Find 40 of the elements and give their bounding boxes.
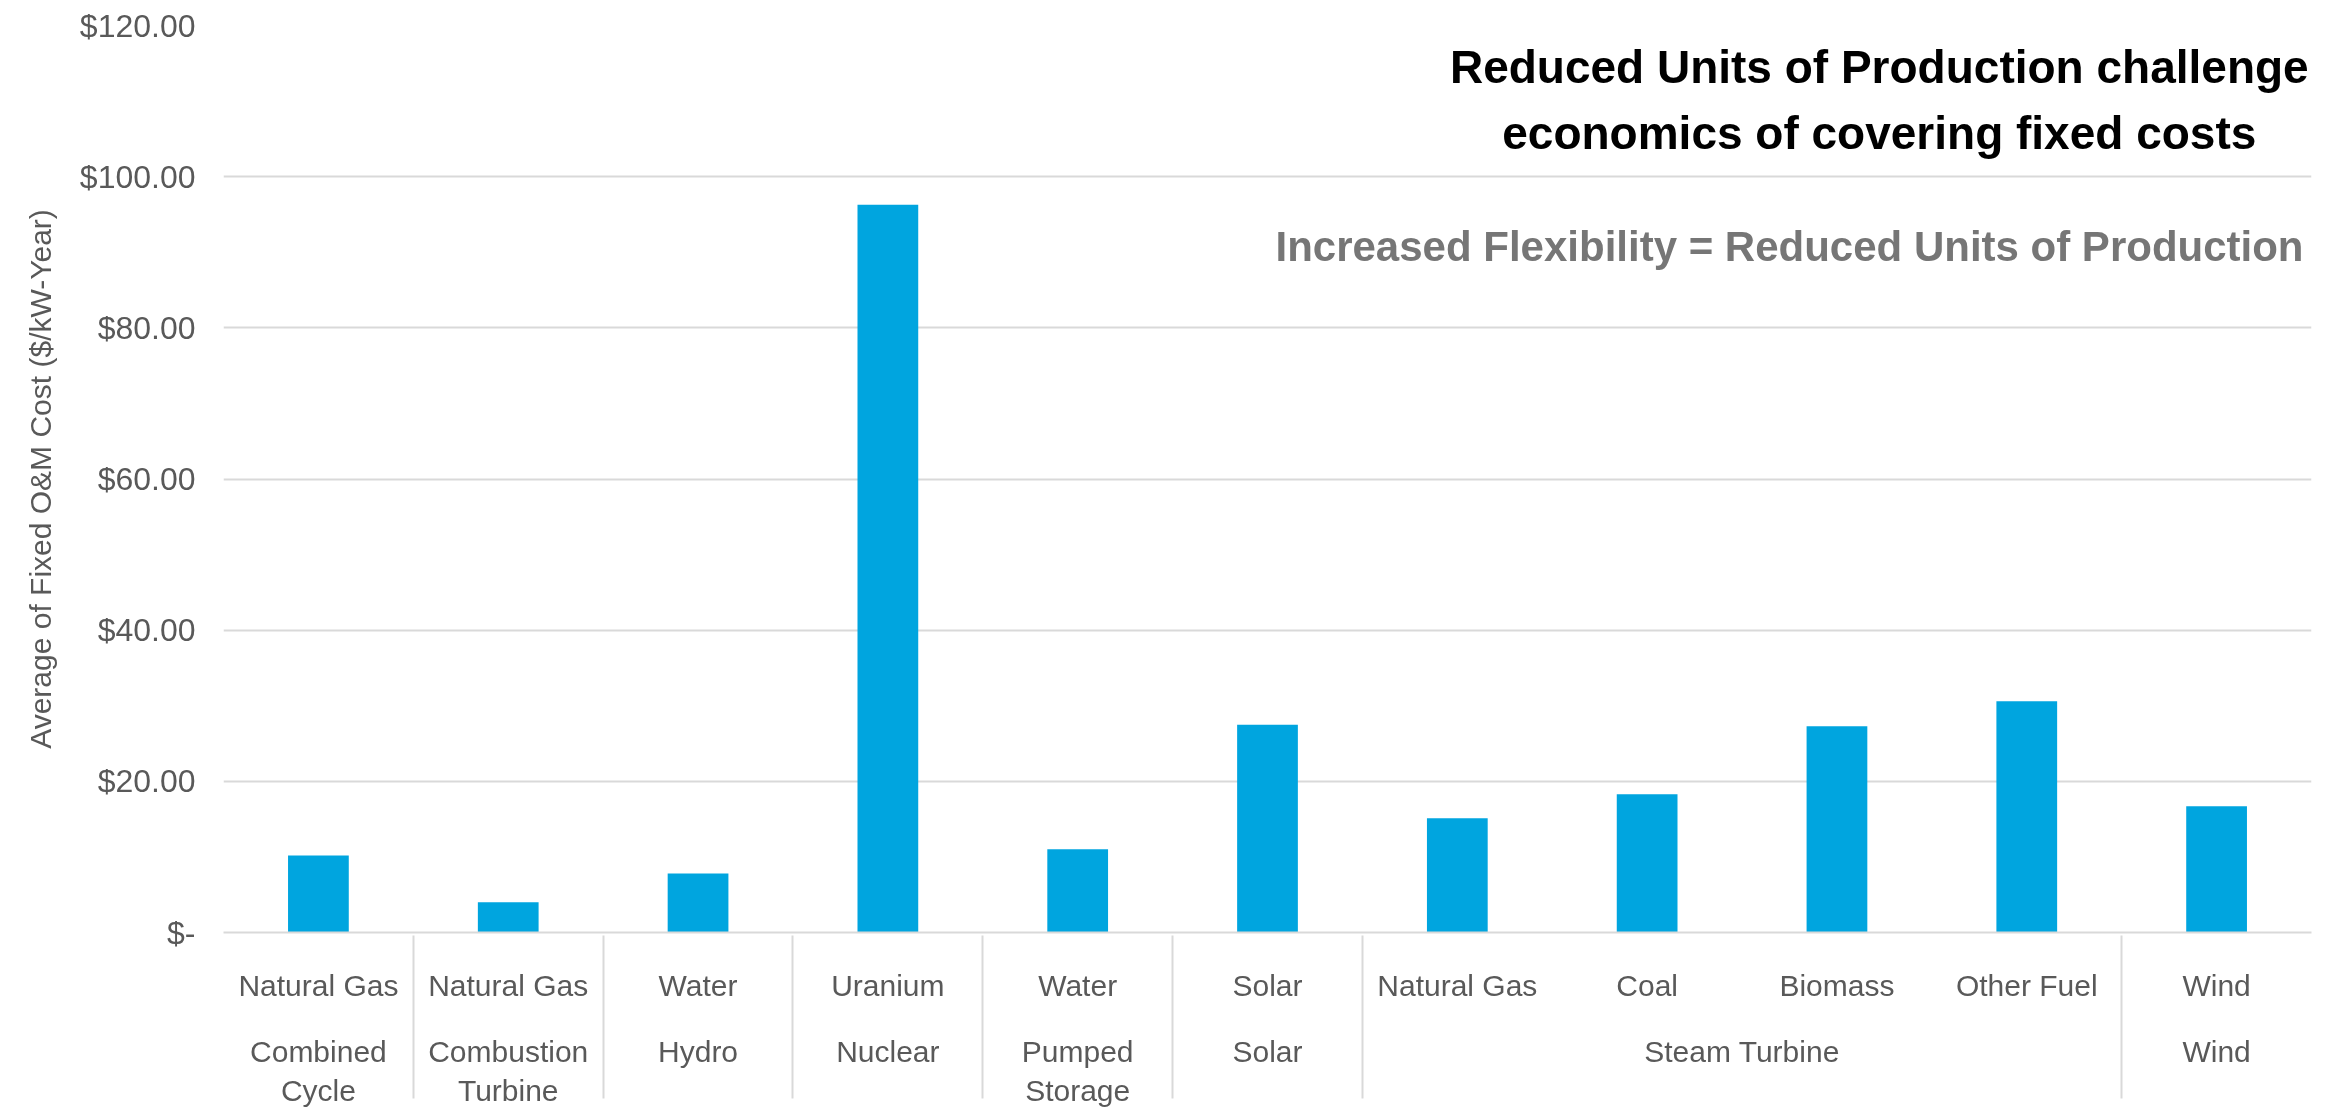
text: Increased Flexibility = Reduced Units of Production <box>1275 223 2304 271</box>
bar <box>288 855 349 933</box>
category-label: Hydro <box>658 1034 739 1068</box>
category-label: Other Fuel <box>1955 968 2098 1002</box>
y-tick-label: $20.00 <box>97 763 196 800</box>
y-tick-label: $40.00 <box>97 612 196 649</box>
category-label: Wind <box>2182 1034 2251 1068</box>
category-label: Combustion Turbine <box>428 1034 589 1108</box>
y-axis-title: Average of Fixed O&M Cost ($/kW-Year) <box>23 209 57 749</box>
category-label: Wind <box>2182 968 2251 1002</box>
bar <box>1616 794 1678 933</box>
bar <box>477 902 539 933</box>
category-label: Water <box>1038 968 1118 1002</box>
category-label: Combined Cycle <box>250 1034 387 1108</box>
category-label: Natural Gas <box>1377 968 1538 1002</box>
category-label: Solar <box>1232 968 1303 1002</box>
category-label: Natural Gas <box>238 968 399 1002</box>
category-label: Solar <box>1232 1034 1303 1068</box>
bar <box>1806 726 1868 933</box>
bar <box>857 204 919 933</box>
y-tick-label: $100.00 <box>79 158 196 195</box>
bar <box>667 873 729 933</box>
category-label: Uranium <box>831 968 945 1002</box>
y-tick-label: $- <box>167 914 196 951</box>
category-label: Water <box>658 968 738 1002</box>
y-tick-label: $80.00 <box>97 309 196 346</box>
category-label: Natural Gas <box>428 968 589 1002</box>
bar <box>2186 806 2247 933</box>
bar <box>1426 818 1488 933</box>
category-label: Steam Turbine <box>1644 1034 1840 1068</box>
category-label: Nuclear <box>836 1034 940 1068</box>
text: Reduced Units of Production challenge economics of covering fixed costs <box>1449 41 2309 159</box>
bar <box>1047 849 1109 933</box>
category-label: Coal <box>1616 968 1678 1002</box>
category-label: Pumped Storage <box>1021 1034 1134 1108</box>
bar <box>1237 724 1298 933</box>
bar <box>1996 701 2058 933</box>
category-label: Biomass <box>1779 968 1895 1002</box>
y-tick-label: $60.00 <box>97 461 196 497</box>
y-tick-label: $120.00 <box>79 7 196 44</box>
